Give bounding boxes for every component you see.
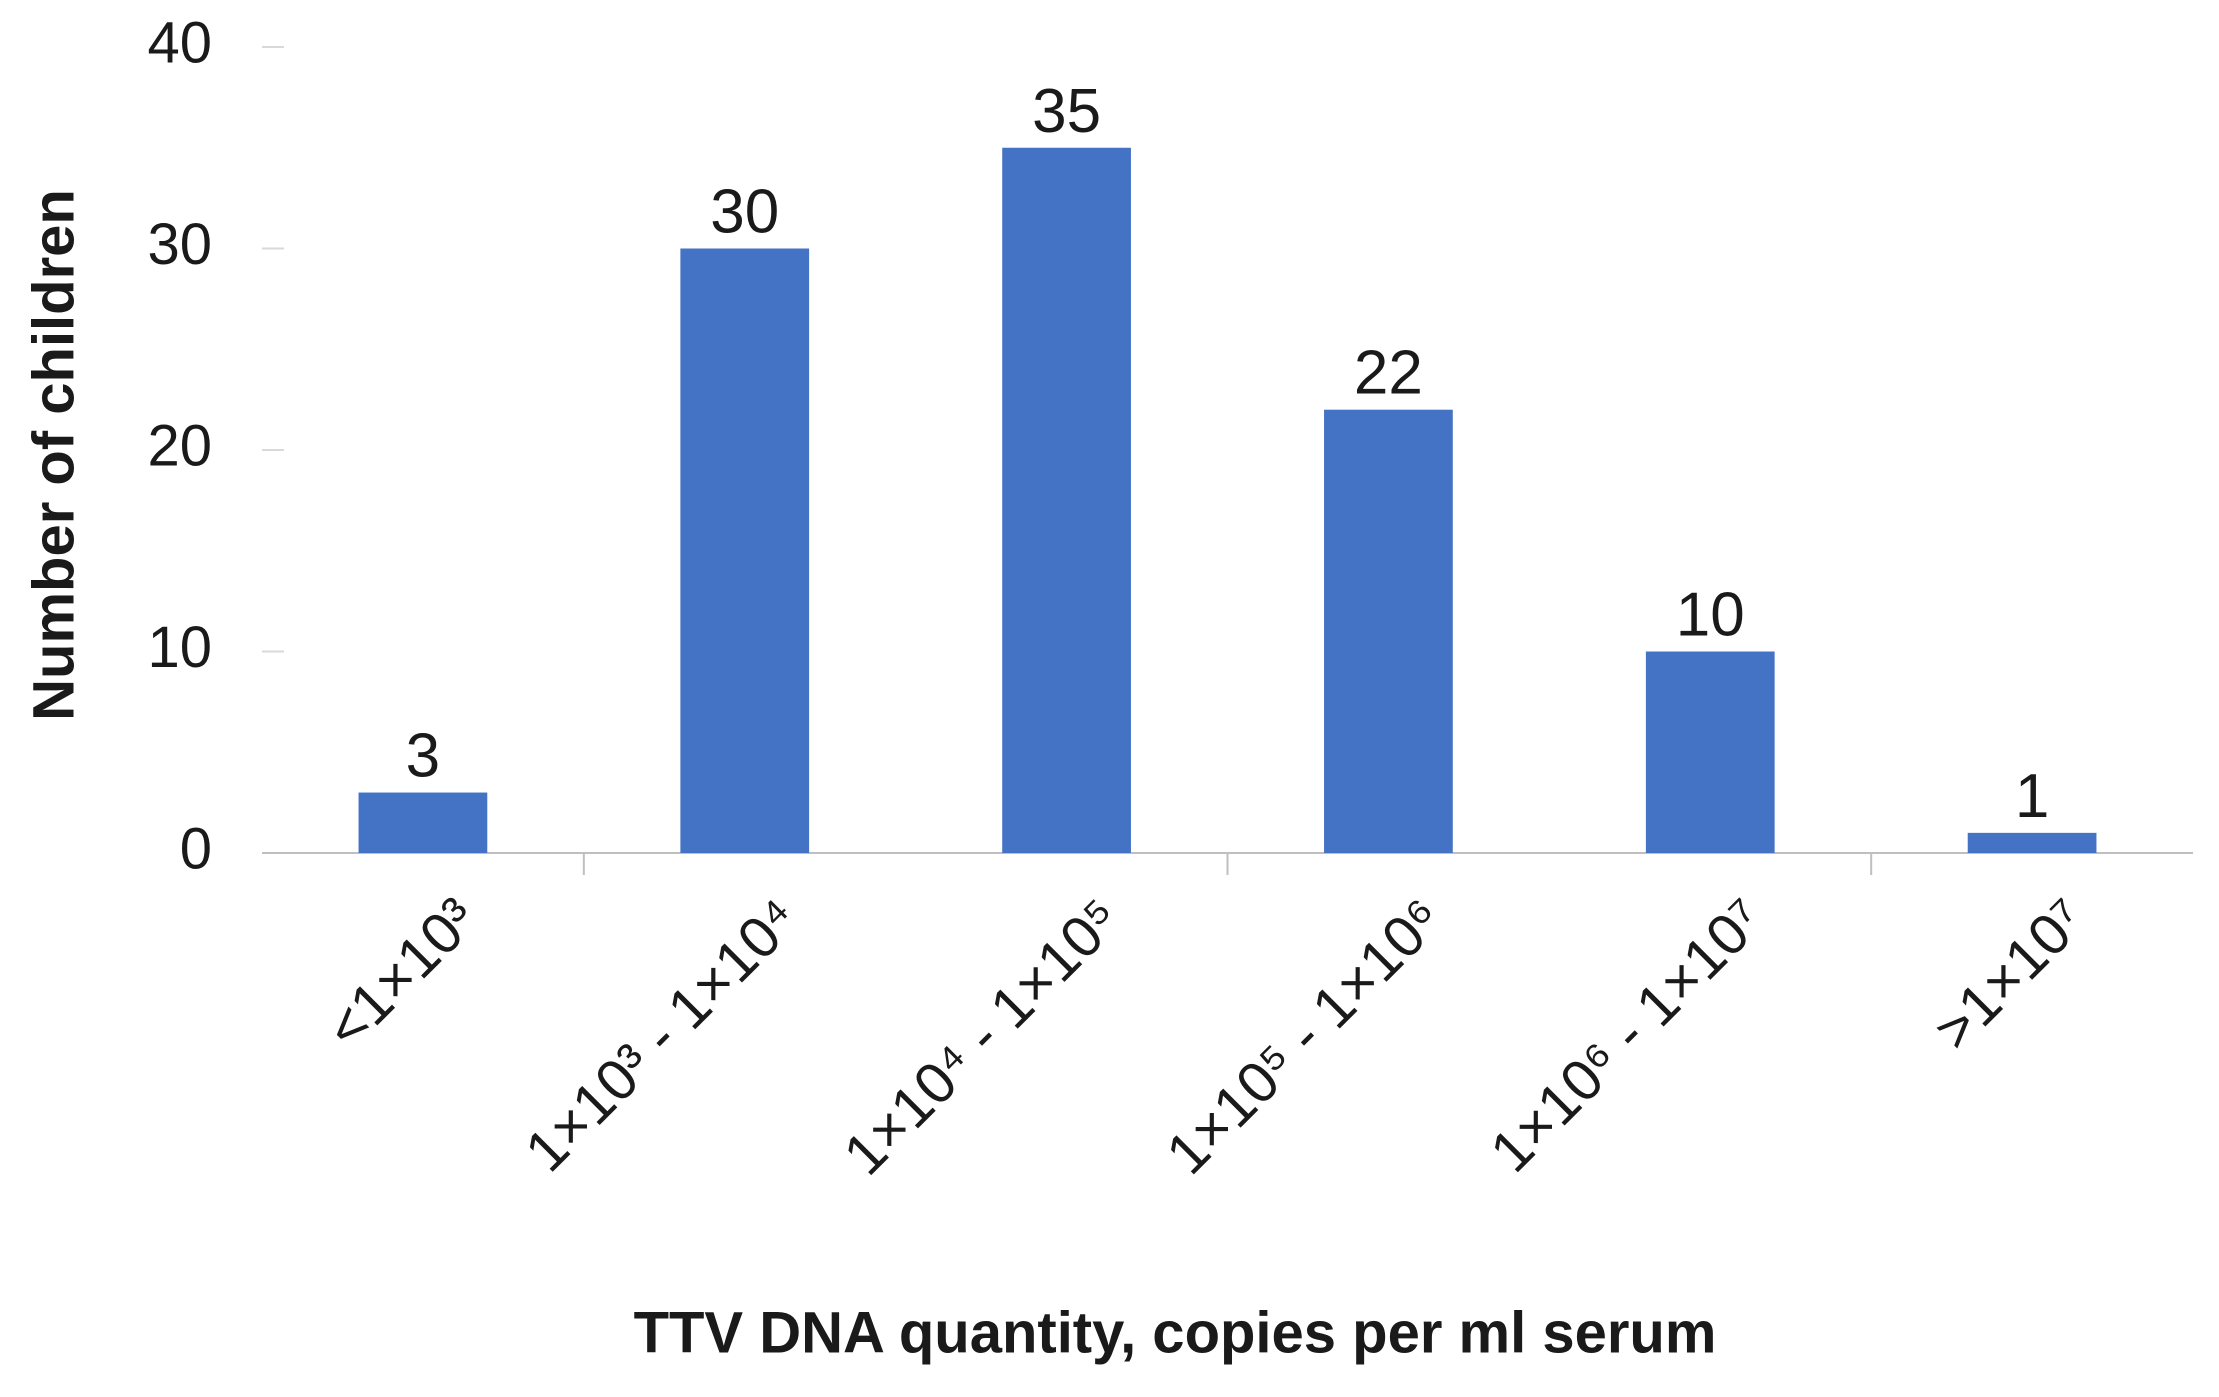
x-tick-label: 1×10⁴ - 1×10⁵: [831, 886, 1133, 1188]
data-label: 22: [1354, 339, 1423, 408]
data-label: 10: [1676, 581, 1745, 650]
bar: [1324, 409, 1453, 853]
x-tick-label: 1×10⁶ - 1×10⁷: [1478, 886, 1777, 1185]
y-tick-label: 30: [147, 212, 212, 277]
x-axis-title: TTV DNA quantity, copies per ml serum: [634, 1300, 1717, 1365]
data-label: 3: [406, 722, 440, 791]
data-label: 30: [710, 178, 779, 247]
x-tick-label: >1×10⁷: [1922, 886, 2099, 1063]
x-tick-label: <1×10³: [314, 886, 490, 1062]
y-tick-label: 10: [147, 615, 212, 680]
y-tick-label: 20: [147, 413, 212, 478]
y-tick-label: 0: [180, 816, 212, 881]
bar: [358, 792, 488, 853]
y-axis-title: Number of children: [21, 189, 86, 721]
bar: [1002, 147, 1131, 853]
y-tick-label: 40: [147, 10, 212, 75]
data-label: 1: [2015, 762, 2049, 831]
x-tick-label: 1×10³ - 1×10⁴: [513, 886, 811, 1184]
bar: [1967, 832, 2097, 853]
bar: [680, 248, 810, 853]
bar: [1645, 651, 1775, 853]
x-tick-label: 1×10⁵ - 1×10⁶: [1154, 886, 1455, 1187]
data-label: 35: [1032, 77, 1101, 146]
